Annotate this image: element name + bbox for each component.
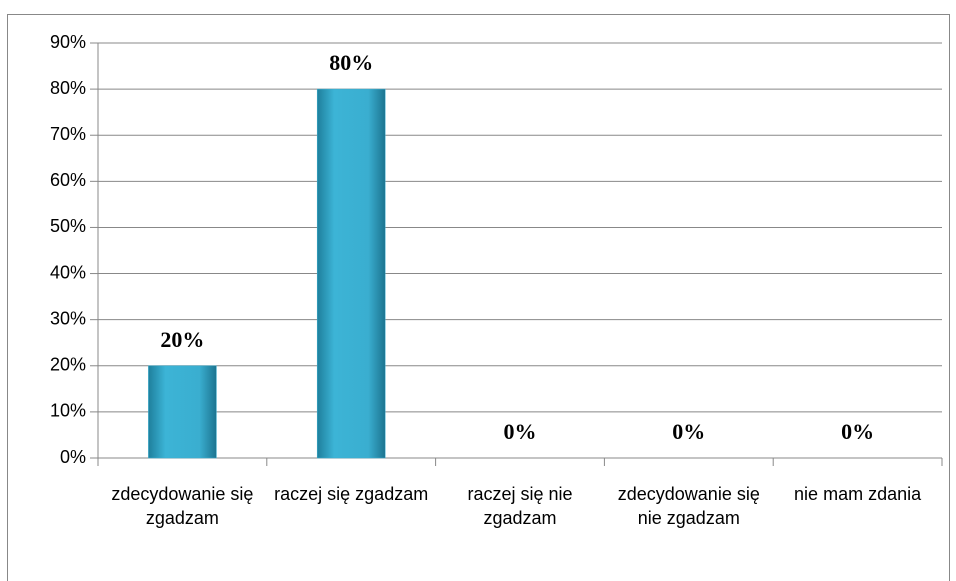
chart-border [7, 14, 950, 581]
data-label: 0% [672, 419, 705, 444]
y-tick-label: 50% [50, 216, 86, 236]
y-tick-label: 70% [50, 124, 86, 144]
x-tick-label: zdecydowanie się zgadzam [111, 484, 254, 528]
bar [148, 365, 217, 459]
y-tick-label: 10% [50, 401, 86, 421]
y-tick-label: 90% [50, 32, 86, 52]
y-tick-label: 20% [50, 355, 86, 375]
x-tick-label: zdecydowanie się nie zgadzam [617, 484, 760, 528]
bar [316, 88, 386, 459]
x-tick-label: raczej się nie zgadzam [467, 484, 573, 528]
y-tick-label: 60% [50, 170, 86, 190]
y-tick-label: 30% [50, 308, 86, 328]
data-label: 0% [841, 419, 874, 444]
x-tick-label: nie mam zdania [794, 484, 922, 504]
y-tick-label: 40% [50, 262, 86, 282]
data-label: 0% [504, 419, 537, 444]
y-tick-label: 0% [60, 447, 86, 467]
data-label: 80% [329, 50, 373, 75]
data-label: 20% [160, 327, 204, 352]
x-tick-label: raczej się zgadzam [274, 484, 429, 504]
y-tick-label: 80% [50, 78, 86, 98]
